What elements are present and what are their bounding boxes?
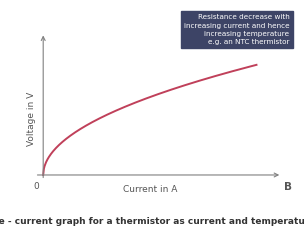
Text: Current in A: Current in A [123, 185, 177, 194]
Text: B: B [285, 182, 292, 192]
Text: Resistance decrease with
increasing current and hence
increasing temperature
e.g: Resistance decrease with increasing curr… [184, 14, 290, 45]
Text: Voltage in V: Voltage in V [27, 91, 36, 146]
Text: 0: 0 [33, 182, 39, 191]
Text: Voltage - current graph for a thermistor as current and temperature rise: Voltage - current graph for a thermistor… [0, 217, 304, 226]
